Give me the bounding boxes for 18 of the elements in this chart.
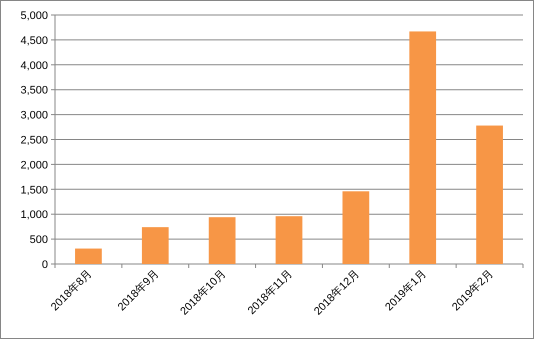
y-tick-label: 4,500 (20, 34, 48, 47)
bar (208, 217, 236, 264)
bar (75, 248, 102, 264)
y-tick-label: 500 (30, 234, 48, 246)
bar (276, 216, 302, 264)
bar (142, 227, 169, 264)
bar (409, 31, 436, 264)
y-tick-label: 1,500 (20, 184, 48, 196)
y-tick-label: 3,000 (20, 110, 48, 122)
y-tick-label: 2,000 (20, 159, 48, 172)
y-tick-label: 1,000 (20, 209, 48, 222)
y-tick-label: 5,000 (20, 10, 48, 22)
y-tick-label: 3,500 (20, 84, 48, 97)
y-tick-label: 2,500 (20, 134, 48, 146)
bar (342, 191, 370, 264)
bar (476, 126, 503, 264)
y-tick-label: 4,000 (20, 60, 48, 72)
y-tick-label: 0 (42, 259, 48, 271)
